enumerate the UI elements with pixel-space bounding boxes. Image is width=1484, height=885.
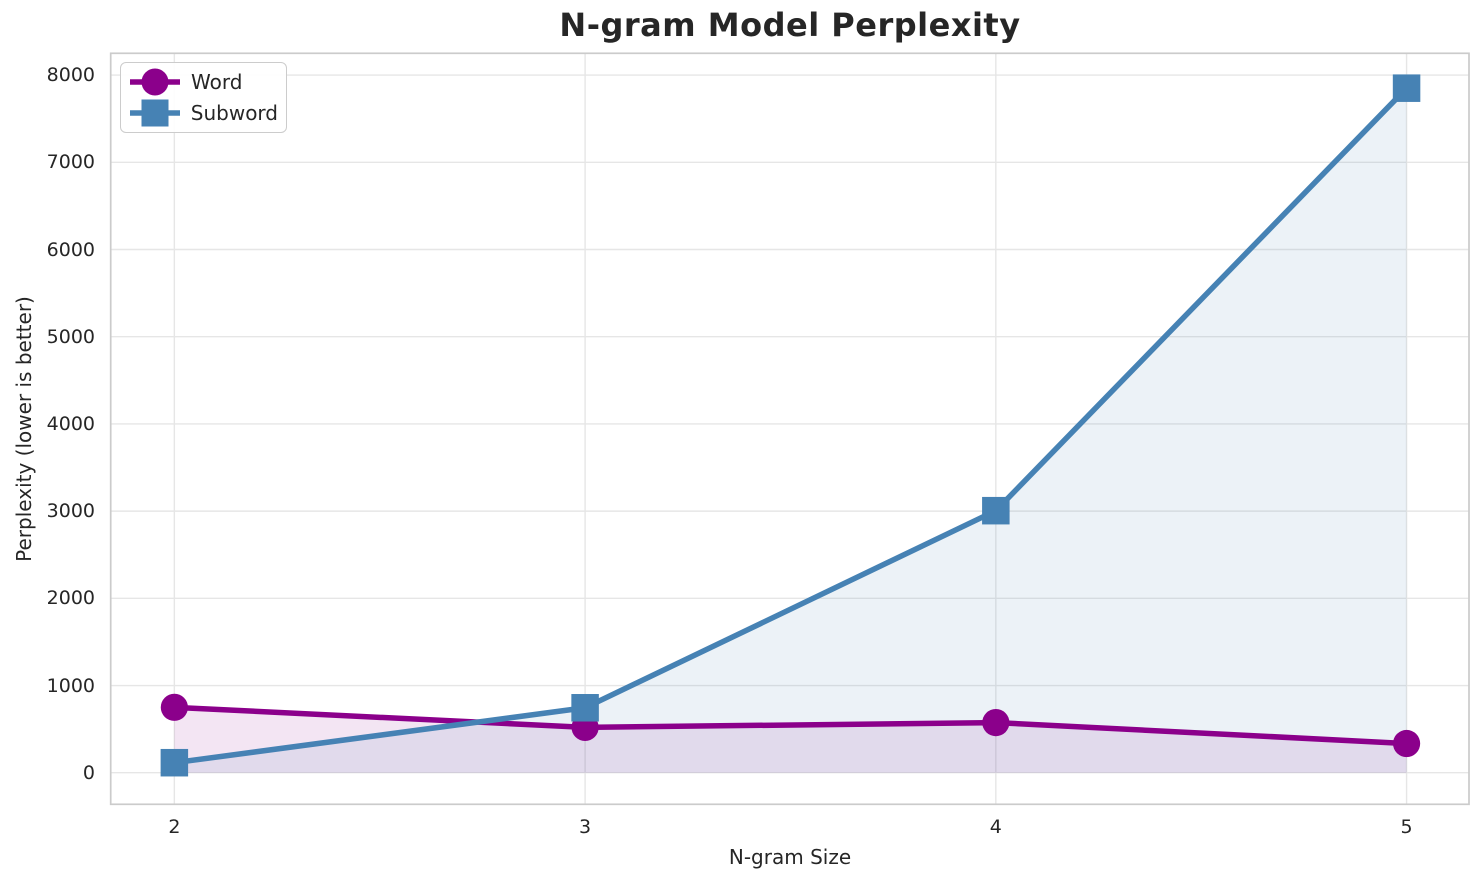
y-tick-label-1000: 1000: [46, 674, 95, 697]
y-tick-label-8000: 8000: [46, 64, 95, 87]
marker-word-x2: [160, 693, 188, 721]
y-tick-label-2000: 2000: [46, 587, 95, 610]
subword-line-marker-sample: [130, 99, 180, 127]
line-subword: [173, 86, 1409, 766]
x-tick-label-3: 3: [579, 816, 592, 838]
word-line-marker-sample: [130, 68, 180, 96]
subword-square-marker-icon: [141, 99, 169, 127]
legend-item-subword: Subword: [129, 99, 278, 129]
chart-title: N-gram Model Perplexity: [559, 6, 1021, 44]
legend-item-word: Word: [129, 67, 278, 97]
legend-label-word: Word: [191, 69, 243, 94]
axes-spines: [109, 52, 1470, 806]
x-tick-label-5: 5: [1400, 816, 1413, 838]
x-tick-label-2: 2: [168, 816, 181, 838]
marker-subword-x3: [571, 694, 599, 722]
legend: Word Subword: [120, 62, 287, 133]
x-tick-label-4: 4: [989, 816, 1002, 838]
y-tick-label-4000: 4000: [46, 412, 95, 435]
y-tick-label-6000: 6000: [46, 238, 95, 261]
area-subword: [174, 88, 1407, 773]
y-tick-label-0: 0: [82, 761, 95, 784]
line-word: [174, 704, 1407, 747]
marker-subword-x5: [1392, 74, 1421, 102]
marker-word-x5: [1392, 729, 1421, 758]
y-tick-label-5000: 5000: [46, 325, 95, 348]
y-tick-label-3000: 3000: [46, 500, 95, 523]
marker-subword-x4: [982, 496, 1010, 525]
legend-label-subword: Subword: [190, 101, 278, 126]
x-axis-label: N-gram Size: [728, 845, 852, 869]
marker-word-x4: [982, 708, 1010, 737]
y-tick-label-7000: 7000: [46, 151, 95, 174]
marker-subword-x2: [160, 748, 189, 777]
word-circle-marker-icon: [141, 68, 169, 96]
